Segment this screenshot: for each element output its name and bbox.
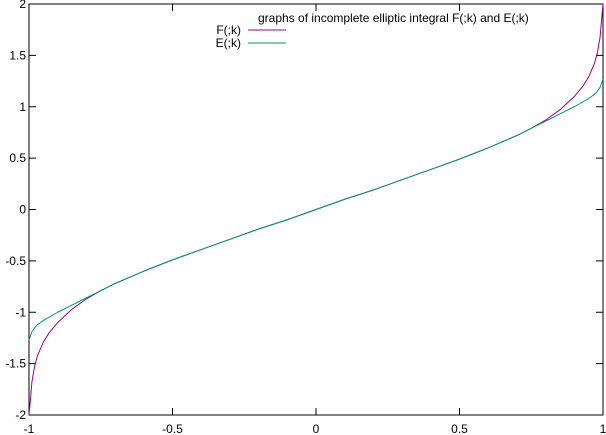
x-tick-label: -1 xyxy=(24,422,35,435)
series-line-e xyxy=(28,78,604,341)
y-tick-label: -0.5 xyxy=(5,254,26,268)
y-tick-label: -1.5 xyxy=(5,357,26,371)
y-tick-label: -2 xyxy=(15,408,26,422)
x-axis-ticks: -1 -0.5 0 0.5 1 xyxy=(24,4,606,435)
y-tick-label: 1 xyxy=(19,100,26,114)
y-tick-label: 0.5 xyxy=(9,151,26,165)
y-tick-label: 1.5 xyxy=(9,48,26,62)
x-tick-label: 0.5 xyxy=(451,422,468,435)
chart-title: graphs of incomplete elliptic integral F… xyxy=(258,11,529,25)
y-tick-label: -1 xyxy=(15,305,26,319)
y-tick-label: 0 xyxy=(19,203,26,217)
series-lines xyxy=(28,3,604,416)
legend-label-f: F(;k) xyxy=(216,23,241,37)
y-tick-label: 2 xyxy=(19,0,26,11)
x-tick-label: 0 xyxy=(313,422,320,435)
x-tick-label: -0.5 xyxy=(162,422,183,435)
y-axis-ticks: -2 -1.5 -1 -0.5 0 0.5 1 1.5 2 xyxy=(5,0,603,422)
legend: F(;k) E(;k) xyxy=(216,23,286,50)
x-tick-label: 1 xyxy=(600,422,606,435)
legend-label-e: E(;k) xyxy=(216,36,241,50)
